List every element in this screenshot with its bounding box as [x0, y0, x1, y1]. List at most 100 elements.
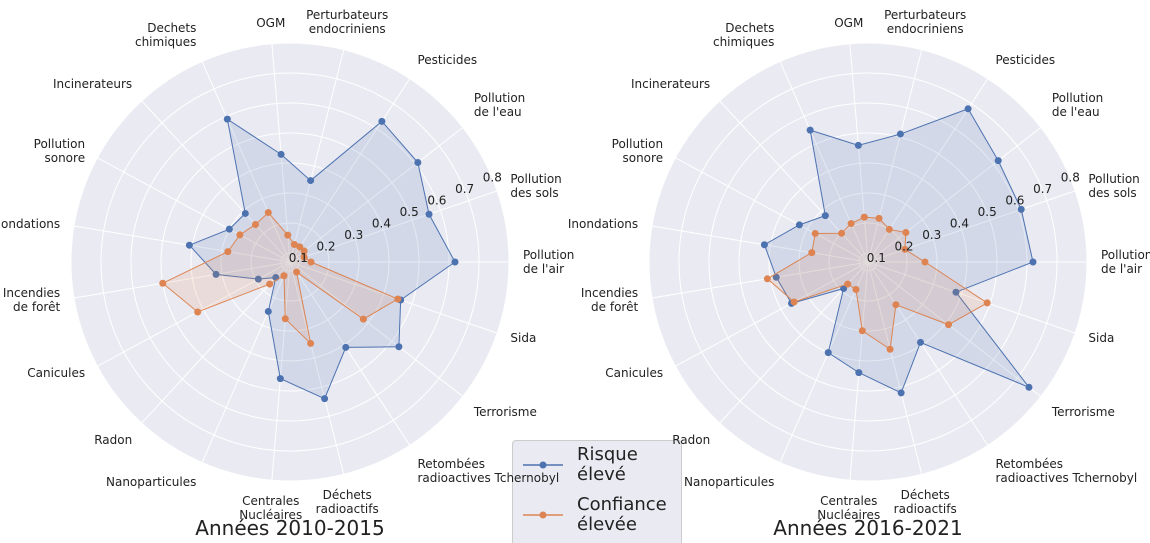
- data-point: [300, 253, 308, 261]
- spoke: [651, 261, 869, 299]
- legend-item: Risque élevé: [513, 443, 681, 493]
- data-point: [772, 273, 780, 281]
- data-point: [952, 288, 960, 296]
- data-point: [901, 245, 909, 253]
- r-tick-label: 0.5: [400, 205, 419, 219]
- spoke: [289, 78, 411, 263]
- data-point: [296, 243, 304, 251]
- r-tick-label: 0.3: [344, 228, 363, 242]
- data-point: [790, 298, 798, 306]
- category-label: Incinerateurs: [52, 76, 133, 91]
- data-point: [921, 258, 929, 266]
- data-point: [293, 268, 301, 276]
- data-point: [395, 343, 403, 351]
- data-point: [307, 177, 315, 185]
- data-point: [763, 275, 771, 283]
- series-area: [763, 108, 1034, 394]
- data-point: [821, 212, 829, 220]
- data-point: [307, 258, 315, 266]
- data-point: [844, 280, 852, 288]
- category-label: OGM: [834, 15, 864, 30]
- category-label: Nanoparticules: [105, 475, 197, 490]
- r-tick-label: 0.2: [894, 240, 913, 254]
- category-label: Pollution sonore: [33, 137, 86, 166]
- spoke: [141, 261, 291, 424]
- data-point: [280, 272, 288, 280]
- category-label: Sida: [1088, 330, 1115, 345]
- spoke: [73, 261, 291, 299]
- legend-swatch: [523, 511, 563, 519]
- r-tick-label: 0.8: [483, 171, 502, 185]
- spoke: [849, 43, 869, 263]
- r-tick-label: 0.5: [978, 205, 997, 219]
- category-label: Pollution de l'eau: [1051, 90, 1104, 119]
- data-point: [451, 258, 459, 266]
- data-point: [892, 301, 900, 309]
- data-point: [854, 141, 862, 149]
- spoke: [141, 100, 291, 263]
- spoke: [675, 157, 869, 263]
- category-label: Terrorisme: [1051, 405, 1115, 420]
- category-label: Retombées radioactives Tchernobyl: [417, 457, 560, 486]
- data-point: [983, 299, 991, 307]
- data-point: [224, 248, 232, 256]
- spoke: [867, 261, 923, 475]
- spoke: [289, 261, 464, 397]
- category-label: Pollution de l'air: [523, 248, 575, 276]
- category-label: Pollution des sols: [510, 172, 562, 201]
- spoke: [867, 261, 989, 446]
- category-label: Radon: [94, 433, 133, 448]
- category-label: Dechets chimiques: [712, 20, 775, 49]
- category-label: Centrales Nucléaires: [239, 494, 303, 523]
- legend-item: Confiance élevée: [513, 493, 681, 543]
- data-point: [159, 279, 167, 287]
- data-point: [917, 338, 925, 346]
- spoke: [675, 261, 869, 367]
- category-label: Pesticides: [995, 52, 1056, 67]
- data-point: [281, 315, 289, 323]
- category-label: Retombées radioactives Tchernobyl: [995, 457, 1138, 486]
- spoke: [289, 49, 345, 263]
- r-tick-label: 0.3: [922, 228, 941, 242]
- spoke: [73, 225, 291, 263]
- category-label: Perturbateurs endocriniens: [884, 8, 967, 37]
- category-label: Sida: [510, 330, 537, 345]
- spoke: [867, 127, 1042, 263]
- data-point: [290, 241, 298, 249]
- data-point: [824, 349, 832, 357]
- legend-label: Risque élevé: [577, 444, 638, 485]
- data-point: [194, 308, 202, 316]
- data-point: [264, 209, 272, 217]
- data-point: [223, 115, 231, 123]
- category-label: Pollution de l'eau: [473, 90, 526, 119]
- category-label: Pollution des sols: [1088, 172, 1140, 201]
- series-area: [188, 118, 456, 400]
- data-point: [241, 209, 249, 217]
- data-point: [840, 284, 848, 292]
- spoke: [779, 261, 869, 463]
- category-label: Dechets chimiques: [134, 20, 197, 49]
- spoke: [201, 61, 291, 263]
- spoke: [97, 157, 291, 263]
- data-point: [1029, 258, 1037, 266]
- data-point: [212, 270, 220, 278]
- category-label: Pollution sonore: [611, 137, 664, 166]
- data-point: [847, 220, 855, 228]
- r-tick-label: 0.4: [372, 217, 391, 231]
- spoke: [651, 225, 869, 263]
- r-tick-label: 0.7: [455, 182, 474, 196]
- data-point: [342, 343, 350, 351]
- data-point: [852, 285, 860, 293]
- spoke: [289, 261, 411, 446]
- data-point: [858, 327, 866, 335]
- data-point: [414, 158, 422, 166]
- category-label: Déchets radioactifs: [893, 487, 957, 516]
- r-tick-label: 0.6: [1005, 194, 1024, 208]
- data-point: [897, 389, 905, 397]
- data-point: [378, 117, 386, 125]
- data-point: [321, 395, 329, 403]
- category-label: Canicules: [605, 365, 664, 380]
- data-point: [276, 375, 284, 383]
